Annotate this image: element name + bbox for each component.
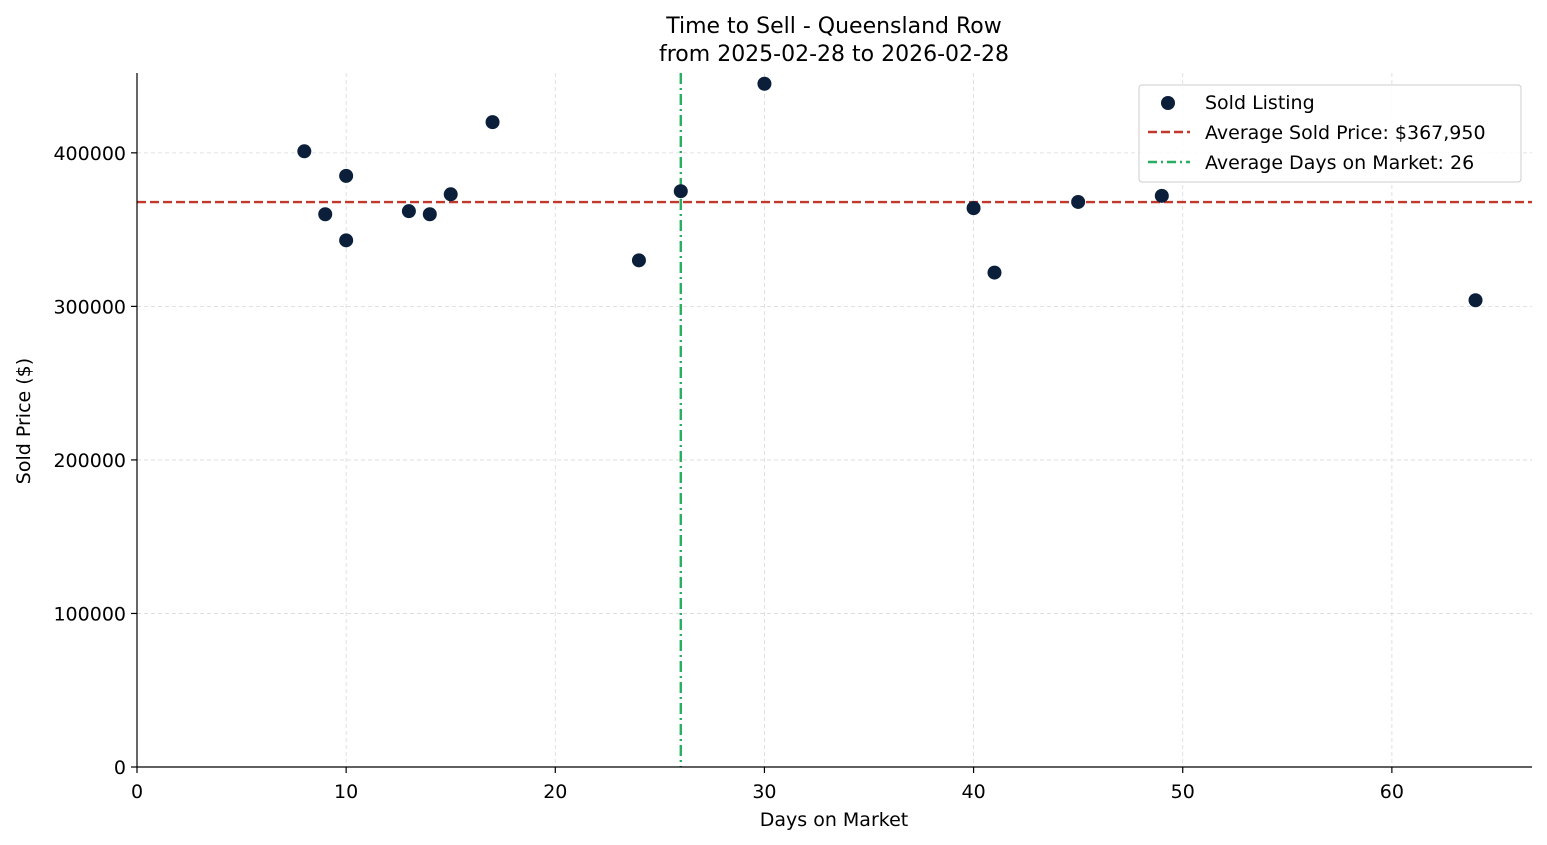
data-point	[1071, 194, 1086, 209]
y-tick-label: 200000	[53, 450, 126, 472]
data-point	[966, 201, 981, 216]
data-point	[339, 233, 354, 248]
x-tick-label: 20	[543, 781, 567, 803]
data-point	[1154, 188, 1169, 203]
x-tick-label: 60	[1380, 781, 1404, 803]
chart-title: Time to Sell - Queensland Row	[665, 14, 1002, 39]
legend-label-avg-price: Average Sold Price: $367,950	[1205, 122, 1486, 144]
data-point	[757, 76, 772, 91]
legend-marker-sold-listing	[1161, 96, 1175, 110]
legend-box	[1138, 84, 1522, 183]
data-points	[297, 76, 1483, 308]
data-point	[401, 204, 416, 219]
data-point	[443, 187, 458, 202]
x-tick-label: 30	[752, 781, 776, 803]
data-point	[485, 115, 500, 130]
x-axis-label: Days on Market	[760, 809, 908, 831]
y-axis-ticks: 0 100000 200000 300000 400000	[53, 143, 137, 779]
y-tick-label: 300000	[53, 296, 126, 318]
data-point	[1468, 293, 1483, 308]
x-axis-ticks: 0 10 20 30 40 50 60	[131, 767, 1404, 803]
data-point	[987, 265, 1002, 280]
x-tick-label: 10	[334, 781, 358, 803]
legend-label-avg-days: Average Days on Market: 26	[1205, 152, 1474, 174]
y-tick-label: 0	[114, 757, 126, 779]
y-tick-label: 400000	[53, 143, 126, 165]
legend-label-sold-listing: Sold Listing	[1205, 92, 1315, 114]
data-point	[318, 207, 333, 222]
data-point	[422, 207, 437, 222]
x-tick-label: 40	[961, 781, 985, 803]
legend: Sold Listing Average Sold Price: $367,95…	[1138, 84, 1522, 183]
y-tick-label: 100000	[53, 603, 126, 625]
x-tick-label: 0	[131, 781, 143, 803]
y-axis-label: Sold Price ($)	[13, 358, 35, 484]
x-tick-label: 50	[1171, 781, 1195, 803]
data-point	[631, 253, 646, 268]
chart-subtitle: from 2025-02-28 to 2026-02-28	[659, 42, 1009, 67]
data-point	[339, 168, 354, 183]
data-point	[673, 184, 688, 199]
data-point	[297, 144, 312, 159]
